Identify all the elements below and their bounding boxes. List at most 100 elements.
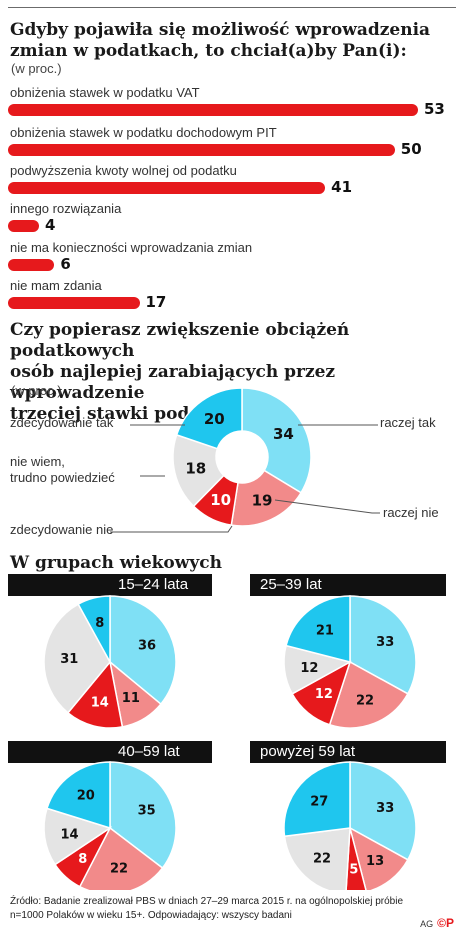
age-pie-value: 22: [313, 852, 331, 867]
age-header-60-plus: powyżej 59 lat: [250, 741, 446, 763]
source-line1: Źródło: Badanie zrealizował PBS w dniach…: [10, 896, 404, 907]
age-pie-value: 27: [310, 795, 328, 810]
age-pie-value: 20: [77, 789, 95, 804]
section2-title-line2: osób najlepiej zarabiających przez wprow…: [10, 362, 336, 403]
age-pie-slice: [66, 660, 124, 729]
age-pie-value: 22: [110, 862, 128, 877]
age-pie-slice: [349, 761, 417, 861]
age-pie-value: 35: [138, 804, 156, 819]
age-pie-value: 21: [316, 623, 334, 638]
bar-label: podwyższenia kwoty wolnej od podatku: [10, 163, 237, 178]
top-rule: [8, 7, 456, 8]
age-pie-slice: [349, 595, 417, 695]
age-pie-value: 12: [315, 687, 333, 702]
donut-callouts: [110, 424, 380, 533]
age-pie-value: 12: [300, 661, 318, 676]
age-pie-slice: [109, 595, 177, 706]
age-header-40-59-label: 40–59 lat: [118, 743, 180, 760]
age-pie-slice: [283, 761, 351, 838]
age-header-25-39-label: 25–39 lat: [260, 576, 322, 593]
label-raczej-tak: raczej tak: [380, 415, 436, 430]
section1-title: Gdyby pojawiła się możliwość wprowadzeni…: [10, 20, 430, 62]
donut-value: 19: [252, 491, 273, 509]
logo-icon: ©P: [437, 916, 454, 930]
bar-value: 53: [424, 100, 445, 118]
age-pie-slice: [283, 827, 351, 890]
bar: [8, 297, 140, 309]
age-pie-slice: [285, 595, 351, 663]
donut-value: 20: [204, 410, 225, 428]
bar-value: 6: [60, 255, 71, 273]
age-pie-slice: [328, 660, 409, 729]
age-pie-value: 14: [91, 695, 109, 710]
donut-value: 10: [210, 491, 231, 509]
age-pie-slice: [77, 595, 111, 663]
label-zdecydowanie-tak: zdecydowanie tak: [10, 415, 114, 430]
age-pie-value: 33: [376, 635, 394, 650]
age-pie: 35 22 814 20: [43, 761, 177, 890]
donut-slice: [175, 387, 243, 450]
age-header-25-39: 25–39 lat: [250, 574, 446, 596]
bar-value: 17: [145, 293, 167, 311]
age-pie-value: 8: [78, 852, 87, 867]
bar-label: nie mam zdania: [10, 278, 102, 293]
age-header-15-24: 15–24 lata: [8, 574, 212, 596]
section1-title-line1: Gdyby pojawiła się możliwość wprowadzeni…: [10, 20, 431, 40]
bar-label: innego rozwiązania: [10, 201, 122, 216]
age-pie-slice: [43, 603, 111, 714]
age-pie-slice: [348, 826, 409, 890]
section2-unit: (w proc.): [11, 383, 62, 398]
age-header-40-59: 40–59 lat: [8, 741, 212, 763]
section3-title: W grupach wiekowych: [10, 553, 222, 573]
age-pie: 33 13 5 22 27: [283, 761, 417, 890]
section1-title-line2: zmian w podatkach, to chciał(a)by Pan(i)…: [10, 41, 407, 61]
source-line2: n=1000 Polaków w wieku 15+. Odpowiadając…: [10, 910, 292, 921]
section2-title-line1: Czy popierasz zwiększenie obciążeń podat…: [10, 320, 350, 361]
age-pie-value: 31: [60, 652, 78, 667]
age-header-15-24-label: 15–24 lata: [118, 576, 189, 593]
bar-label: obniżenia stawek w podatku dochodowym PI…: [10, 125, 277, 140]
source-note: Źródło: Badanie zrealizował PBS w dniach…: [10, 895, 430, 923]
credits: AG ©P: [420, 916, 454, 930]
age-pie-value: 14: [60, 828, 78, 843]
age-pie-value: 13: [366, 854, 384, 869]
label-nie-wiem-line1: nie wiem,: [10, 454, 65, 469]
bar-value: 4: [44, 216, 56, 234]
credit-author: AG: [420, 919, 434, 929]
age-pie-slice: [345, 827, 367, 890]
age-header-60-plus-label: powyżej 59 lat: [260, 743, 356, 760]
section1-unit: (w proc.): [11, 61, 62, 76]
label-nie-wiem-line2: trudno powiedzieć: [10, 470, 115, 485]
age-pie: 33 22 12 12 21: [283, 595, 417, 729]
bar: [8, 220, 39, 232]
age-pie-slice: [46, 761, 111, 830]
age-pie-value: 8: [95, 616, 104, 631]
age-pie-value: 33: [376, 801, 394, 816]
age-pie: 36 11 14 31 8: [43, 595, 177, 729]
donut-value: 34: [273, 425, 294, 443]
age-pie-slice: [109, 761, 177, 870]
label-zdecydowanie-nie: zdecydowanie nie: [10, 522, 114, 537]
donut-slice: [241, 387, 312, 494]
bar-label: obniżenia stawek w podatku VAT: [10, 85, 200, 100]
age-pie-value: 36: [138, 638, 156, 653]
bar-label: nie ma konieczności wprowadzania zmian: [10, 240, 253, 255]
bar: [8, 182, 326, 194]
bar: [8, 104, 418, 116]
age-pie-value: 5: [349, 862, 358, 877]
donut-slice: [172, 433, 225, 508]
label-raczej-nie: raczej nie: [383, 505, 439, 520]
bar: [8, 259, 55, 271]
donut-value: 18: [185, 459, 206, 477]
age-pie-value: 11: [122, 691, 140, 706]
bar-value: 41: [331, 178, 353, 196]
bar-value: 50: [400, 140, 422, 158]
label-nie-wiem: nie wiem, trudno powiedzieć: [10, 454, 115, 486]
age-pie-slice: [78, 826, 164, 890]
bar: [8, 144, 395, 156]
section2-title: Czy popierasz zwiększenie obciążeń podat…: [10, 320, 464, 425]
age-pie-slice: [43, 807, 112, 866]
age-pie-value: 22: [356, 694, 374, 709]
